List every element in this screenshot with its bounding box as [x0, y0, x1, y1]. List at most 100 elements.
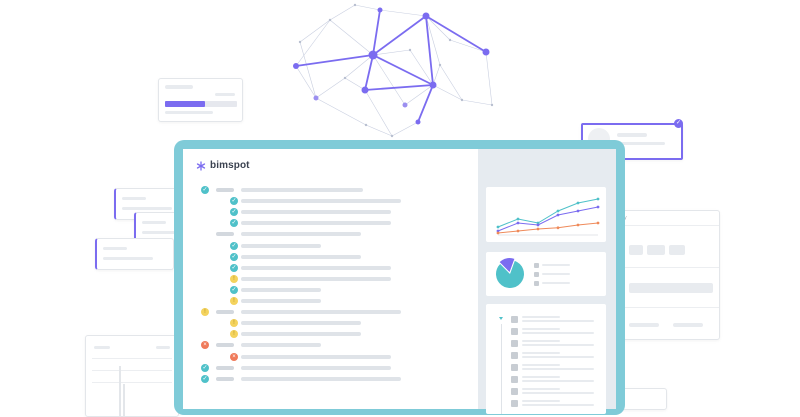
data-point [536, 227, 540, 231]
user-icon [511, 340, 518, 347]
checklist-item-text[interactable] [241, 321, 361, 326]
tree-line [501, 324, 502, 414]
section-label [216, 310, 234, 315]
series-line-3 [497, 222, 599, 234]
user-name-line[interactable] [522, 328, 560, 330]
selected-card-line-2 [617, 142, 665, 145]
series-line-2 [497, 206, 599, 232]
error-icon: × [230, 352, 238, 361]
divider [92, 382, 172, 383]
check-icon: ✓ [201, 186, 209, 194]
user-name-line[interactable] [522, 376, 560, 378]
stacked-card-1-line-2 [122, 207, 172, 210]
line-chart-card [486, 187, 606, 242]
data-point [576, 201, 580, 205]
stacked-card-3-line-2 [103, 257, 153, 260]
series-line-1 [497, 198, 599, 228]
data-point [556, 213, 560, 217]
warning-icon: ! [201, 308, 209, 317]
checklist-item-text[interactable] [241, 188, 363, 192]
divider [611, 307, 719, 308]
bottom-left-card-meta [156, 346, 170, 349]
data-point [516, 221, 520, 225]
user-icon [511, 376, 518, 383]
section-label [216, 232, 234, 237]
section-label [216, 343, 234, 348]
checklist-item-text[interactable] [241, 265, 391, 270]
data-point [576, 223, 580, 227]
user-name-line[interactable] [522, 364, 560, 366]
bottom-left-card-title [94, 346, 110, 349]
line-chart [496, 197, 600, 236]
warning-icon: ! [230, 297, 238, 305]
user-detail-line [522, 368, 594, 370]
data-point [536, 221, 540, 225]
progress-bar-fill [165, 101, 205, 107]
user-list-card [486, 304, 606, 414]
checklist-item-text[interactable] [241, 254, 361, 259]
data-point [596, 221, 600, 225]
network-thick-edges [295, 9, 487, 123]
stacked-card-3 [95, 238, 174, 270]
bar-mark [119, 366, 121, 416]
checklist-item-text[interactable] [241, 310, 401, 315]
bar-mark [123, 384, 125, 416]
user-detail-line [522, 320, 594, 322]
legend-line [542, 282, 570, 284]
chip [669, 245, 685, 255]
network-thin-edges [295, 4, 493, 137]
divider [611, 267, 719, 268]
data-point [496, 229, 500, 233]
checklist-item-text[interactable] [241, 232, 361, 237]
data-point [556, 226, 560, 230]
data-point [576, 209, 580, 213]
user-icon [511, 388, 518, 395]
section-label [216, 188, 234, 192]
pie-slice-1 [496, 260, 524, 288]
check-icon: ✓ [230, 263, 238, 272]
checklist-item-text[interactable] [241, 299, 321, 303]
progress-card [158, 78, 243, 122]
user-name-line[interactable] [522, 400, 560, 402]
checklist-item-text[interactable] [241, 354, 391, 359]
asterisk-logo-icon [196, 160, 206, 171]
checklist-item-text[interactable] [241, 276, 391, 281]
footer-line [673, 323, 703, 327]
stacked-card-3-line [103, 247, 127, 250]
check-icon: ✓ [230, 241, 238, 250]
user-icon [511, 352, 518, 359]
progress-card-footer [165, 111, 213, 114]
checklist-item-text[interactable] [241, 287, 321, 292]
network-small-nodes [298, 3, 494, 138]
divider [92, 358, 172, 359]
checklist-item-text[interactable] [241, 221, 391, 226]
user-name-line[interactable] [522, 340, 560, 342]
checklist-item-text[interactable] [241, 332, 361, 337]
checklist-item-text[interactable] [241, 199, 401, 204]
checklist-item-text[interactable] [241, 365, 391, 370]
check-icon: ✓ [230, 208, 238, 217]
divider [611, 225, 719, 226]
user-detail-line [522, 356, 594, 358]
section-label [216, 376, 234, 381]
checklist-item-text[interactable] [241, 243, 321, 248]
data-point [596, 197, 600, 201]
check-icon: ✓ [201, 374, 209, 383]
checklist-item-text[interactable] [241, 343, 321, 348]
stacked-card-2-line-2 [142, 231, 192, 234]
user-name-line[interactable] [522, 388, 560, 390]
data-point [596, 205, 600, 209]
legend-square [534, 281, 539, 286]
progress-card-title [165, 85, 193, 89]
input-placeholder [629, 283, 713, 293]
collapse-chevron-icon[interactable] [499, 317, 503, 320]
user-detail-line [522, 392, 594, 394]
progress-card-meta [215, 93, 235, 96]
data-point [496, 225, 500, 229]
user-name-line[interactable] [522, 352, 560, 354]
user-name-line[interactable] [522, 316, 560, 318]
selected-card-line-1 [617, 133, 647, 137]
check-icon: ✓ [230, 252, 238, 261]
checklist-item-text[interactable] [241, 210, 391, 215]
checklist-item-text[interactable] [241, 376, 401, 381]
